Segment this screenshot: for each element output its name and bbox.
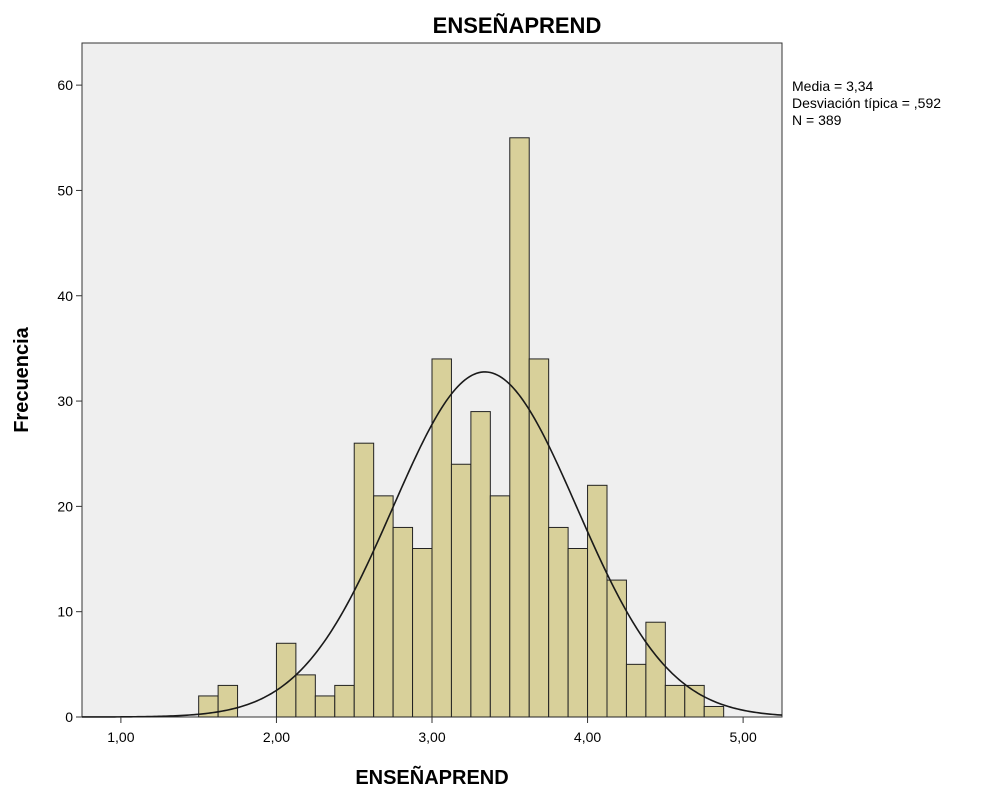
histogram-bar: [353, 442, 375, 718]
histogram-bar: [334, 684, 355, 718]
x-tick-label: 3,00: [418, 729, 445, 745]
histogram-bar: [528, 358, 550, 718]
stats-mean: Media = 3,34: [792, 78, 874, 94]
stats-n: N = 389: [792, 112, 842, 128]
histogram-bar: [548, 526, 569, 718]
histogram-bar: [606, 579, 627, 718]
y-axis-label: Frecuencia: [11, 326, 33, 432]
x-tick-label: 5,00: [729, 729, 756, 745]
chart-title: ENSEÑAPREND: [433, 13, 602, 38]
y-axis: 0 10 20 30 40 50 60: [57, 77, 82, 725]
x-tick-label: 2,00: [263, 729, 290, 745]
histogram-bar: [392, 526, 414, 718]
stats-sd: Desviación típica = ,592: [792, 95, 941, 111]
x-axis: 1,00 2,00 3,00 4,00 5,00: [107, 717, 757, 745]
y-tick-label: 20: [57, 498, 73, 514]
histogram-bar: [684, 684, 705, 718]
histogram-bar: [509, 137, 530, 718]
histogram-bar: [645, 621, 666, 718]
histogram-bar: [295, 674, 316, 718]
histogram-bar: [431, 358, 452, 718]
histogram-bar: [587, 484, 608, 718]
histogram-bar: [489, 495, 511, 718]
y-tick-label: 50: [57, 182, 73, 198]
histogram-bar: [703, 705, 725, 718]
histogram-bar: [470, 411, 491, 718]
histogram-bar: [217, 684, 239, 718]
histogram-bar: [625, 663, 647, 718]
normal-curve: [81, 371, 783, 718]
y-tick-label: 40: [57, 288, 73, 304]
x-tick-label: 4,00: [574, 729, 601, 745]
histogram-bar: [412, 548, 433, 718]
histogram-bars: [198, 137, 725, 718]
x-tick-label: 1,00: [107, 729, 134, 745]
histogram-bar: [450, 463, 472, 718]
y-tick-label: 0: [65, 709, 73, 725]
histogram-bar: [314, 695, 336, 718]
y-tick-label: 10: [57, 604, 73, 620]
histogram-bar: [664, 684, 686, 718]
y-tick-label: 30: [57, 393, 73, 409]
y-tick-label: 60: [57, 77, 73, 93]
histogram-bar: [567, 548, 589, 718]
histogram-bar: [275, 642, 297, 718]
x-axis-label: ENSEÑAPREND: [355, 766, 508, 789]
